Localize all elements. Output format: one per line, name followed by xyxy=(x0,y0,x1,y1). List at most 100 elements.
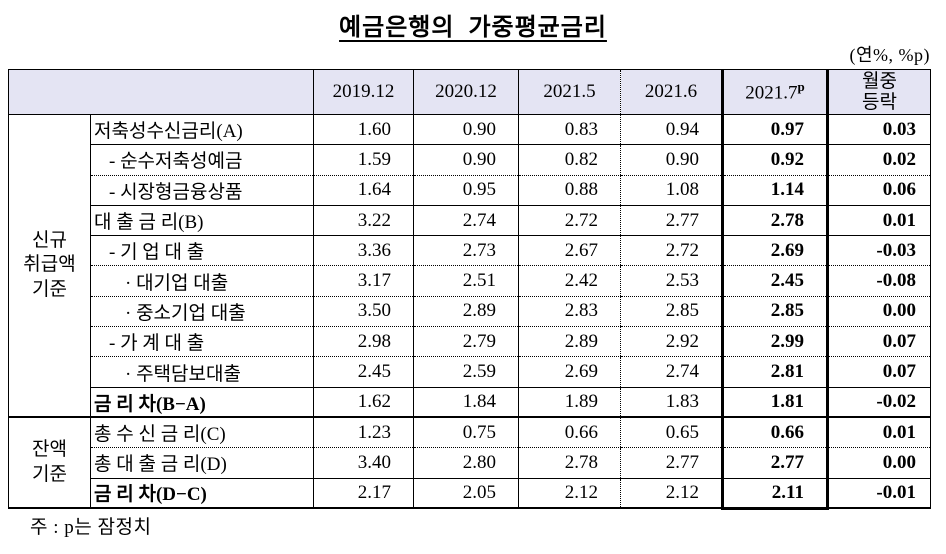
table-row: · 중소기업 대출 3.50 2.89 2.83 2.85 2.85 0.00 xyxy=(9,296,931,328)
value-cell: -0.08 xyxy=(827,265,931,297)
table-body: 신규 취급액 기준 저축성수신금리(A) 1.60 0.90 0.83 0.94 0.97 0.0… xyxy=(8,114,931,510)
value-cell: 2.67 xyxy=(518,235,621,267)
value-cell: 2.42 xyxy=(518,265,621,297)
value-cell: 3.40 xyxy=(313,447,414,479)
value-cell: 0.00 xyxy=(827,447,931,479)
value-cell: 0.90 xyxy=(413,144,519,176)
value-cell: 1.62 xyxy=(313,387,414,419)
value-cell: 2.77 xyxy=(620,447,723,479)
value-cell: 2.89 xyxy=(518,326,621,358)
value-cell: 2.53 xyxy=(620,265,723,297)
value-cell: 3.17 xyxy=(313,265,414,297)
value-cell: 0.88 xyxy=(518,175,621,206)
value-cell: 2.72 xyxy=(620,235,723,267)
value-cell: 0.02 xyxy=(827,144,931,176)
value-cell: 2.83 xyxy=(518,296,621,328)
value-cell: 3.22 xyxy=(313,205,414,237)
value-cell: 2.45 xyxy=(721,265,829,297)
row-label-cell: 금 리 차(D−C) xyxy=(90,478,314,510)
value-cell: 2.74 xyxy=(620,356,723,388)
table-row: 총 대 출 금 리(D) 3.40 2.80 2.78 2.77 2.77 0.00 xyxy=(9,447,931,479)
row-label-cell: - 순수저축성예금 xyxy=(90,144,314,176)
table-row: - 기 업 대 출 3.36 2.73 2.67 2.72 2.69 -0.03 xyxy=(9,235,931,267)
value-cell: 2.74 xyxy=(413,205,519,237)
table-row: 신규 취급액 기준 저축성수신금리(A) 1.60 0.90 0.83 0.94 0.97 0.0… xyxy=(8,114,931,419)
value-cell: 1.23 xyxy=(313,417,414,449)
value-cell: 0.95 xyxy=(413,175,519,206)
row-label-cell: · 주택담보대출 xyxy=(90,356,314,388)
value-cell: 2.73 xyxy=(413,235,519,267)
value-cell: 0.66 xyxy=(721,417,829,449)
value-cell: 1.59 xyxy=(313,144,414,176)
col-header-2021-5: 2021.5 xyxy=(518,69,621,115)
value-cell: 2.12 xyxy=(518,478,621,510)
value-cell: 0.07 xyxy=(827,326,931,358)
col-header-2020-12: 2020.12 xyxy=(413,69,519,115)
value-cell: 2.51 xyxy=(413,265,519,297)
corner-cell xyxy=(8,69,314,115)
value-cell: 0.07 xyxy=(827,356,931,388)
value-cell: 1.64 xyxy=(313,175,414,206)
value-cell: 1.83 xyxy=(620,387,723,419)
table-row: · 주택담보대출 2.45 2.59 2.69 2.74 2.81 0.07 xyxy=(9,356,931,388)
value-cell: 2.85 xyxy=(721,296,829,328)
value-cell: 2.79 xyxy=(413,326,519,358)
value-cell: 0.06 xyxy=(827,175,931,206)
value-cell: 2.77 xyxy=(620,205,723,237)
value-cell: 0.94 xyxy=(620,114,723,146)
table-row: 금 리 차(B−A) 1.62 1.84 1.89 1.83 1.81 -0.02 xyxy=(9,387,931,419)
page-title: 예금은행의 가중평균금리 xyxy=(339,15,607,41)
value-cell: 2.17 xyxy=(313,478,414,510)
value-cell: 0.75 xyxy=(413,417,519,449)
value-cell: 2.92 xyxy=(620,326,723,358)
table-row: - 가 계 대 출 2.98 2.79 2.89 2.92 2.99 0.07 xyxy=(9,326,931,358)
value-cell: 0.00 xyxy=(827,296,931,328)
table-row: - 시장형금융상품 1.64 0.95 0.88 1.08 1.14 0.06 xyxy=(9,175,931,206)
value-cell: 2.99 xyxy=(721,326,829,358)
value-cell: 0.92 xyxy=(721,144,829,176)
table-header-row: 2019.12 2020.12 2021.5 2021.6 2021.7p 월중… xyxy=(8,69,931,115)
value-cell: 1.89 xyxy=(518,387,621,419)
value-cell: 1.84 xyxy=(413,387,519,419)
value-cell: 0.01 xyxy=(827,205,931,237)
table-row: 잔액 기준 총 수 신 금 리(C) 1.23 0.75 0.66 0.65 0.66 0.01 xyxy=(8,417,931,510)
value-cell: 2.89 xyxy=(413,296,519,328)
row-label-cell: 총 대 출 금 리(D) xyxy=(90,447,314,479)
value-cell: 1.08 xyxy=(620,175,723,206)
value-cell: 0.82 xyxy=(518,144,621,176)
value-cell: 1.14 xyxy=(721,175,829,206)
row-label-cell: 금 리 차(B−A) xyxy=(90,387,314,419)
value-cell: 0.90 xyxy=(413,114,519,146)
col-header-2021-7-text: 2021.7 xyxy=(745,82,798,104)
value-cell: 2.05 xyxy=(413,478,519,510)
value-cell: 2.85 xyxy=(620,296,723,328)
col-header-2021-6: 2021.6 xyxy=(620,69,723,115)
value-cell: 2.69 xyxy=(721,235,829,267)
provisional-superscript: p xyxy=(797,79,805,95)
value-cell: 0.83 xyxy=(518,114,621,146)
value-cell: 2.78 xyxy=(518,447,621,479)
group-label-cell: 신규 취급액 기준 xyxy=(8,114,91,419)
weighted-average-rates-table: 2019.12 2020.12 2021.5 2021.6 2021.7p 월중… xyxy=(8,69,931,510)
group-label-cell: 잔액 기준 xyxy=(8,417,91,510)
value-cell: 0.65 xyxy=(620,417,723,449)
col-header-2019-12: 2019.12 xyxy=(313,69,414,115)
value-cell: 2.77 xyxy=(721,447,829,479)
value-cell: 0.01 xyxy=(827,417,931,449)
value-cell: 2.11 xyxy=(721,478,829,510)
table-row: 금 리 차(D−C) 2.17 2.05 2.12 2.12 2.11 -0.01 xyxy=(9,478,931,510)
value-cell: 0.66 xyxy=(518,417,621,449)
value-cell: 1.81 xyxy=(721,387,829,419)
value-cell: -0.01 xyxy=(827,478,931,510)
value-cell: 2.72 xyxy=(518,205,621,237)
value-cell: 0.90 xyxy=(620,144,723,176)
table-row: - 순수저축성예금 1.59 0.90 0.82 0.90 0.92 0.02 xyxy=(9,144,931,176)
row-label-cell: 대 출 금 리(B) xyxy=(90,205,314,237)
value-cell: 0.03 xyxy=(827,114,931,146)
value-cell: 3.36 xyxy=(313,235,414,267)
table-row: · 대기업 대출 3.17 2.51 2.42 2.53 2.45 -0.08 xyxy=(9,265,931,297)
value-cell: 1.60 xyxy=(313,114,414,146)
row-label-cell: 저축성수신금리(A) xyxy=(90,114,314,146)
value-cell: 2.59 xyxy=(413,356,519,388)
value-cell: -0.03 xyxy=(827,235,931,267)
